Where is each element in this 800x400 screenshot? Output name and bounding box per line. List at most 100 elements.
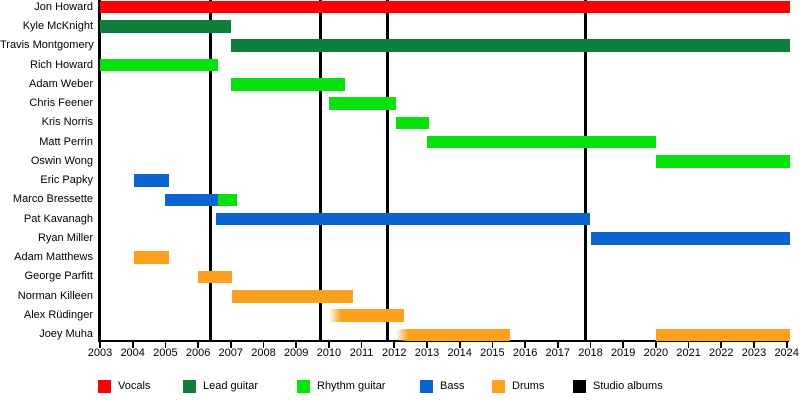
timeline-bar — [100, 20, 231, 33]
year-label: 2012 — [382, 347, 407, 359]
year-tick — [426, 342, 428, 348]
year-tick — [655, 342, 657, 348]
year-label: 2017 — [545, 347, 571, 359]
studio-albums-swatch-icon — [573, 380, 586, 393]
year-label: 2011 — [349, 347, 374, 359]
timeline-bar — [655, 155, 790, 168]
legend-label: Lead guitar — [203, 380, 259, 392]
member-label: Jon Howard — [34, 0, 93, 13]
drums-swatch-icon — [492, 380, 505, 393]
vocals-swatch-icon — [98, 380, 111, 393]
year-tick — [295, 342, 298, 348]
timeline-bar — [100, 58, 218, 72]
lead-guitar-swatch-icon — [183, 380, 196, 393]
year-label: 2021 — [676, 347, 701, 359]
year-label: 2020 — [643, 347, 669, 359]
year-tick — [589, 342, 592, 348]
year-label: 2006 — [185, 347, 211, 359]
studio-album-line — [318, 0, 322, 341]
member-label: Oswin Wong — [30, 154, 93, 167]
member-label: Matt Perrin — [39, 135, 93, 148]
year-label: 2008 — [251, 347, 276, 359]
member-label: Adam Weber — [29, 77, 93, 90]
member-label: Travis Montgomery — [0, 39, 94, 52]
year-label: 2014 — [447, 347, 472, 359]
year-tick — [556, 342, 559, 348]
timeline-bar — [232, 290, 354, 303]
timeline-bar — [134, 251, 169, 264]
studio-album-line — [385, 0, 389, 341]
bass-swatch-icon — [420, 380, 433, 393]
timeline-bar — [427, 135, 656, 149]
timeline-bar — [395, 116, 429, 130]
year-label: 2023 — [741, 347, 767, 359]
legend-label: Studio albums — [593, 380, 663, 392]
year-label: 2013 — [414, 347, 440, 359]
year-tick — [785, 342, 788, 348]
year-tick — [524, 342, 526, 348]
timeline-bar — [216, 212, 591, 226]
year-label: 2007 — [218, 347, 244, 359]
year-label: 2024 — [774, 347, 799, 359]
year-tick — [131, 342, 134, 348]
year-tick — [99, 342, 101, 348]
timeline-bar — [165, 193, 218, 207]
year-tick — [458, 342, 461, 348]
member-label: Kris Norris — [41, 116, 93, 129]
timeline-bar — [655, 328, 790, 342]
legend-label: Rhythm guitar — [317, 380, 386, 392]
year-tick — [622, 342, 625, 348]
year-tick — [753, 342, 755, 348]
member-label: Rich Howard — [30, 58, 93, 71]
timeline-bar — [134, 174, 169, 187]
timeline-bar — [328, 309, 405, 322]
year-label: 2010 — [316, 347, 342, 359]
timeline-bar — [395, 328, 511, 342]
member-label: Ryan Miller — [37, 231, 93, 244]
year-tick — [229, 342, 232, 348]
legend-label: Drums — [512, 380, 545, 392]
member-label: Joey Muha — [39, 328, 93, 341]
legend-label: Vocals — [118, 380, 151, 392]
member-label: Adam Matthews — [14, 251, 93, 264]
year-tick — [262, 342, 265, 348]
year-label: 2009 — [283, 347, 309, 359]
year-tick — [393, 342, 396, 348]
y-axis-spine — [98, 0, 101, 341]
year-label: 2018 — [578, 347, 603, 359]
year-label: 2015 — [480, 347, 505, 359]
timeline-bar — [230, 39, 790, 52]
timeline-bar — [217, 193, 238, 207]
studio-album-line — [208, 0, 212, 341]
timeline-bar — [328, 97, 396, 110]
member-label: Eric Papky — [40, 174, 93, 187]
year-label: 2016 — [512, 347, 538, 359]
member-label: Pat Kavanagh — [23, 212, 93, 225]
year-tick — [720, 342, 723, 348]
year-tick — [360, 342, 363, 348]
rhythm-guitar-swatch-icon — [297, 380, 310, 393]
year-label: 2003 — [87, 347, 113, 359]
year-tick — [197, 342, 199, 348]
member-label: George Parfitt — [24, 270, 93, 283]
timeline-bar — [100, 0, 790, 14]
member-label: Marco Bressette — [12, 193, 93, 206]
timeline-bar — [590, 232, 790, 245]
legend-label: Bass — [440, 380, 465, 392]
member-label: Norman Killeen — [17, 289, 93, 302]
year-label: 2019 — [610, 347, 636, 359]
timeline-bar — [198, 270, 233, 284]
timeline-bar — [230, 78, 346, 91]
member-label: Chris Feener — [29, 97, 93, 110]
year-label: 2005 — [153, 347, 178, 359]
year-tick — [164, 342, 167, 348]
member-label: Alex Rüdinger — [23, 309, 93, 322]
year-tick — [328, 342, 330, 348]
studio-album-line — [584, 0, 588, 341]
year-tick — [687, 342, 690, 348]
year-tick — [491, 342, 494, 348]
member-label: Kyle McKnight — [22, 19, 93, 32]
year-label: 2004 — [120, 347, 145, 359]
year-label: 2022 — [709, 347, 734, 359]
